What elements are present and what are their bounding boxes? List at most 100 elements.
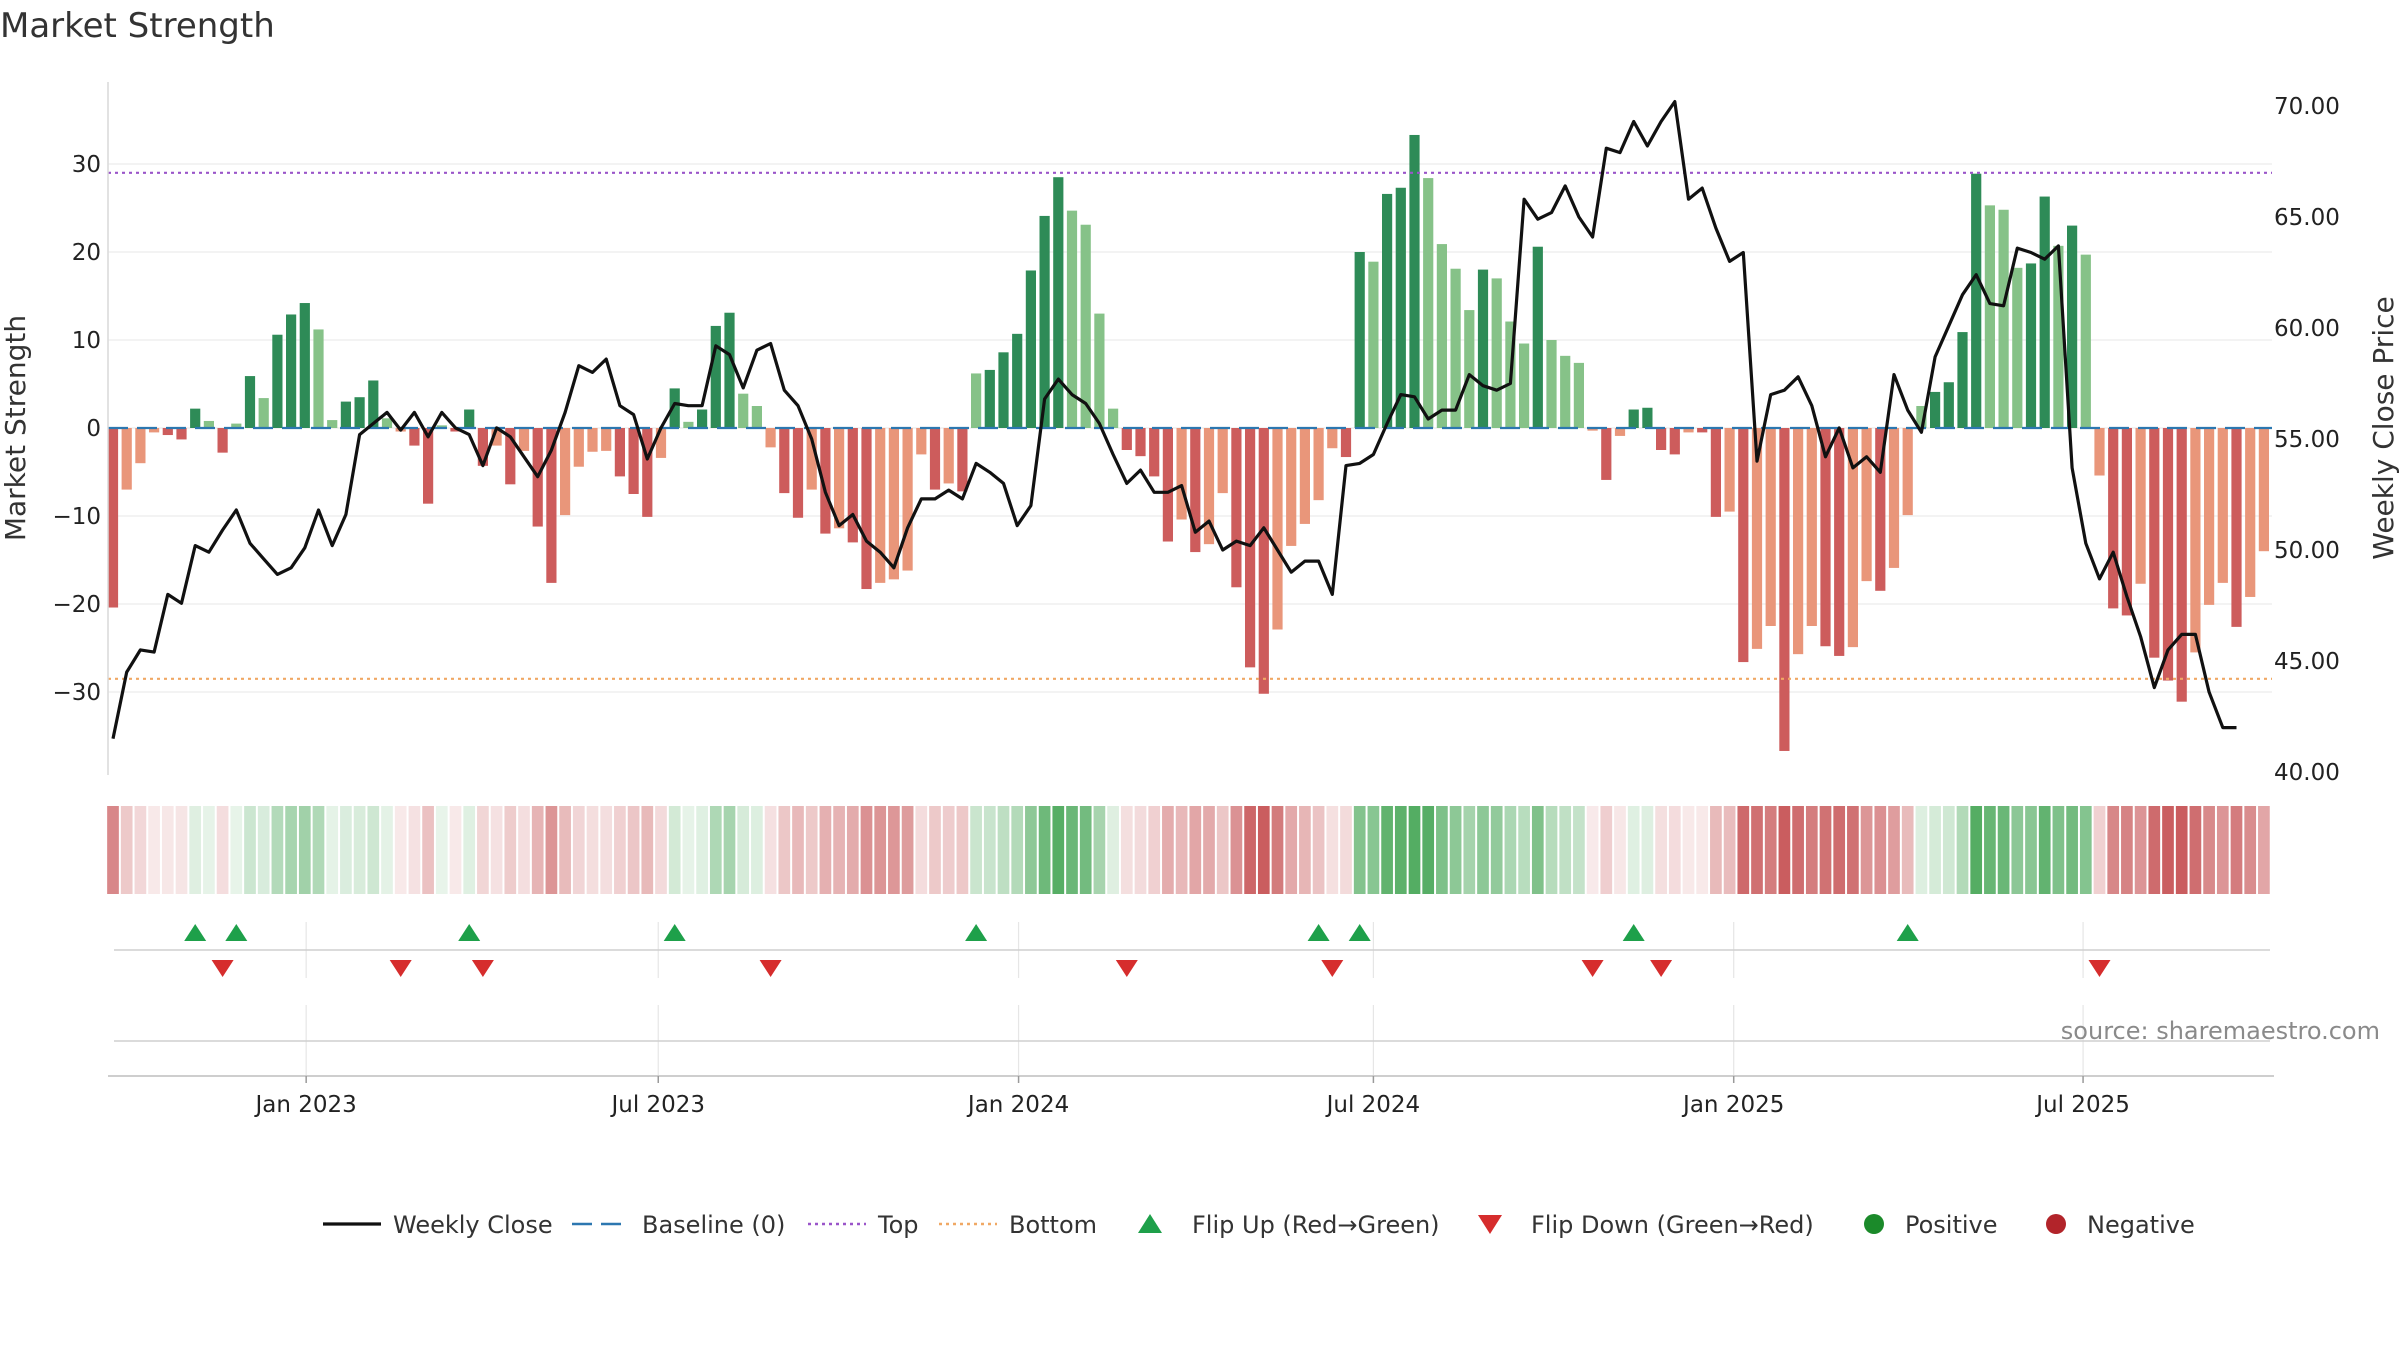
heat-cell	[2011, 806, 2024, 894]
strength-bar	[518, 428, 530, 451]
strength-bar	[1108, 408, 1119, 428]
heat-cell	[422, 806, 434, 894]
heat-cell	[1162, 806, 1174, 894]
strength-bar	[1012, 333, 1023, 428]
strength-bar	[546, 428, 557, 583]
strength-bar	[190, 408, 201, 428]
flip-up-marker	[225, 924, 248, 941]
heat-cell	[1600, 806, 1613, 894]
strength-bar	[340, 401, 351, 428]
strength-bar	[1464, 310, 1475, 428]
heat-cell	[1477, 806, 1489, 894]
heat-cell	[956, 806, 969, 894]
strength-bar	[1793, 428, 1804, 655]
strength-bar	[272, 334, 283, 428]
heat-cell	[723, 806, 736, 894]
heat-cell	[682, 806, 695, 894]
strength-bar	[916, 428, 927, 455]
heat-cell	[1394, 806, 1407, 894]
strength-bar	[1162, 428, 1173, 542]
y-tick-label: 20	[72, 240, 101, 266]
heat-cell	[1901, 806, 1914, 894]
strength-bar	[1628, 409, 1639, 428]
flip-up-marker	[1896, 924, 1919, 941]
flip-up-marker	[458, 924, 481, 941]
heat-cell	[778, 806, 791, 894]
strength-bar	[1847, 428, 1858, 648]
strength-bar	[135, 428, 146, 464]
heat-cell	[2134, 806, 2147, 894]
y2-tick-label: 45.00	[2274, 649, 2340, 675]
x-ticks: Jan 2023 Jul 2023 Jan 2024 Jul 2024 Jan 2025…	[254, 1076, 2130, 1118]
heat-cell	[435, 806, 448, 894]
y2-tick-label: 55.00	[2274, 427, 2340, 453]
heat-cell	[1614, 806, 1626, 894]
flip-down-marker	[759, 960, 782, 977]
strength-bar	[1382, 193, 1393, 428]
heat-cell	[2079, 806, 2092, 894]
strength-bar	[1176, 428, 1187, 520]
heat-cell	[833, 806, 845, 894]
strength-bar	[409, 428, 420, 446]
heat-cell	[1408, 806, 1421, 894]
heat-cell	[189, 806, 202, 894]
strength-bar	[683, 421, 694, 428]
heat-cell	[668, 806, 681, 894]
strength-bar	[1656, 428, 1667, 450]
heat-cell	[1668, 806, 1681, 894]
strength-bar	[2080, 254, 2091, 428]
strength-bar	[217, 428, 228, 453]
strength-bar	[1957, 332, 1968, 428]
strength-bar	[149, 428, 160, 433]
heat-cell	[298, 806, 311, 894]
heat-cell	[751, 806, 763, 894]
heat-cell	[1203, 806, 1215, 894]
heat-cell	[244, 806, 256, 894]
heat-cell	[326, 806, 339, 894]
heat-cell	[1942, 806, 1955, 894]
heat-cell	[1120, 806, 1133, 894]
flip-up-marker	[663, 924, 686, 941]
strength-bar	[1834, 428, 1845, 656]
strength-bar	[2039, 196, 2050, 428]
heat-cell	[1833, 806, 1846, 894]
legend-swatch-negative	[2046, 1214, 2066, 1234]
strength-bar	[1587, 428, 1598, 431]
strength-bar	[231, 423, 242, 428]
y-tick-label: 0	[86, 416, 101, 442]
y2-ticks: 70.00 65.00 60.00 55.00 50.00 45.00 40.00	[2274, 94, 2340, 786]
strength-bar	[1888, 428, 1900, 568]
heat-cell	[641, 806, 654, 894]
heat-cell	[1970, 806, 1983, 894]
strength-bar	[381, 418, 393, 428]
heat-cell	[257, 806, 270, 894]
heat-cell	[2216, 806, 2229, 894]
heat-cell	[518, 806, 530, 894]
heat-cell	[1312, 806, 1325, 894]
y2-tick-label: 50.00	[2274, 538, 2340, 564]
strength-bar	[2162, 428, 2174, 681]
strength-bar	[1738, 428, 1749, 663]
heat-cell	[312, 806, 325, 894]
heat-cell	[888, 806, 900, 894]
strength-bar	[1998, 209, 2009, 428]
flip-up-marker	[1622, 924, 1645, 941]
heat-cell	[1874, 806, 1887, 894]
heat-cell	[504, 806, 517, 894]
strength-bar	[1066, 210, 1078, 428]
legend: Weekly Close Baseline (0) Top Bottom Flip Up…	[323, 1211, 2195, 1239]
strength-bar	[2094, 428, 2105, 476]
main-gridlines	[108, 163, 2272, 1075]
strength-bar	[1642, 407, 1653, 428]
heat-cell	[1381, 806, 1393, 894]
strength-bar	[1984, 205, 1995, 428]
strength-bar	[1806, 428, 1817, 626]
strength-bar	[806, 428, 817, 490]
heat-cell	[230, 806, 243, 894]
strength-bar	[1875, 428, 1886, 591]
heat-cell	[1134, 806, 1147, 894]
heat-cell	[203, 806, 215, 894]
heat-cell	[134, 806, 147, 894]
strength-bar	[1094, 313, 1105, 428]
strength-bar	[1080, 224, 1091, 428]
